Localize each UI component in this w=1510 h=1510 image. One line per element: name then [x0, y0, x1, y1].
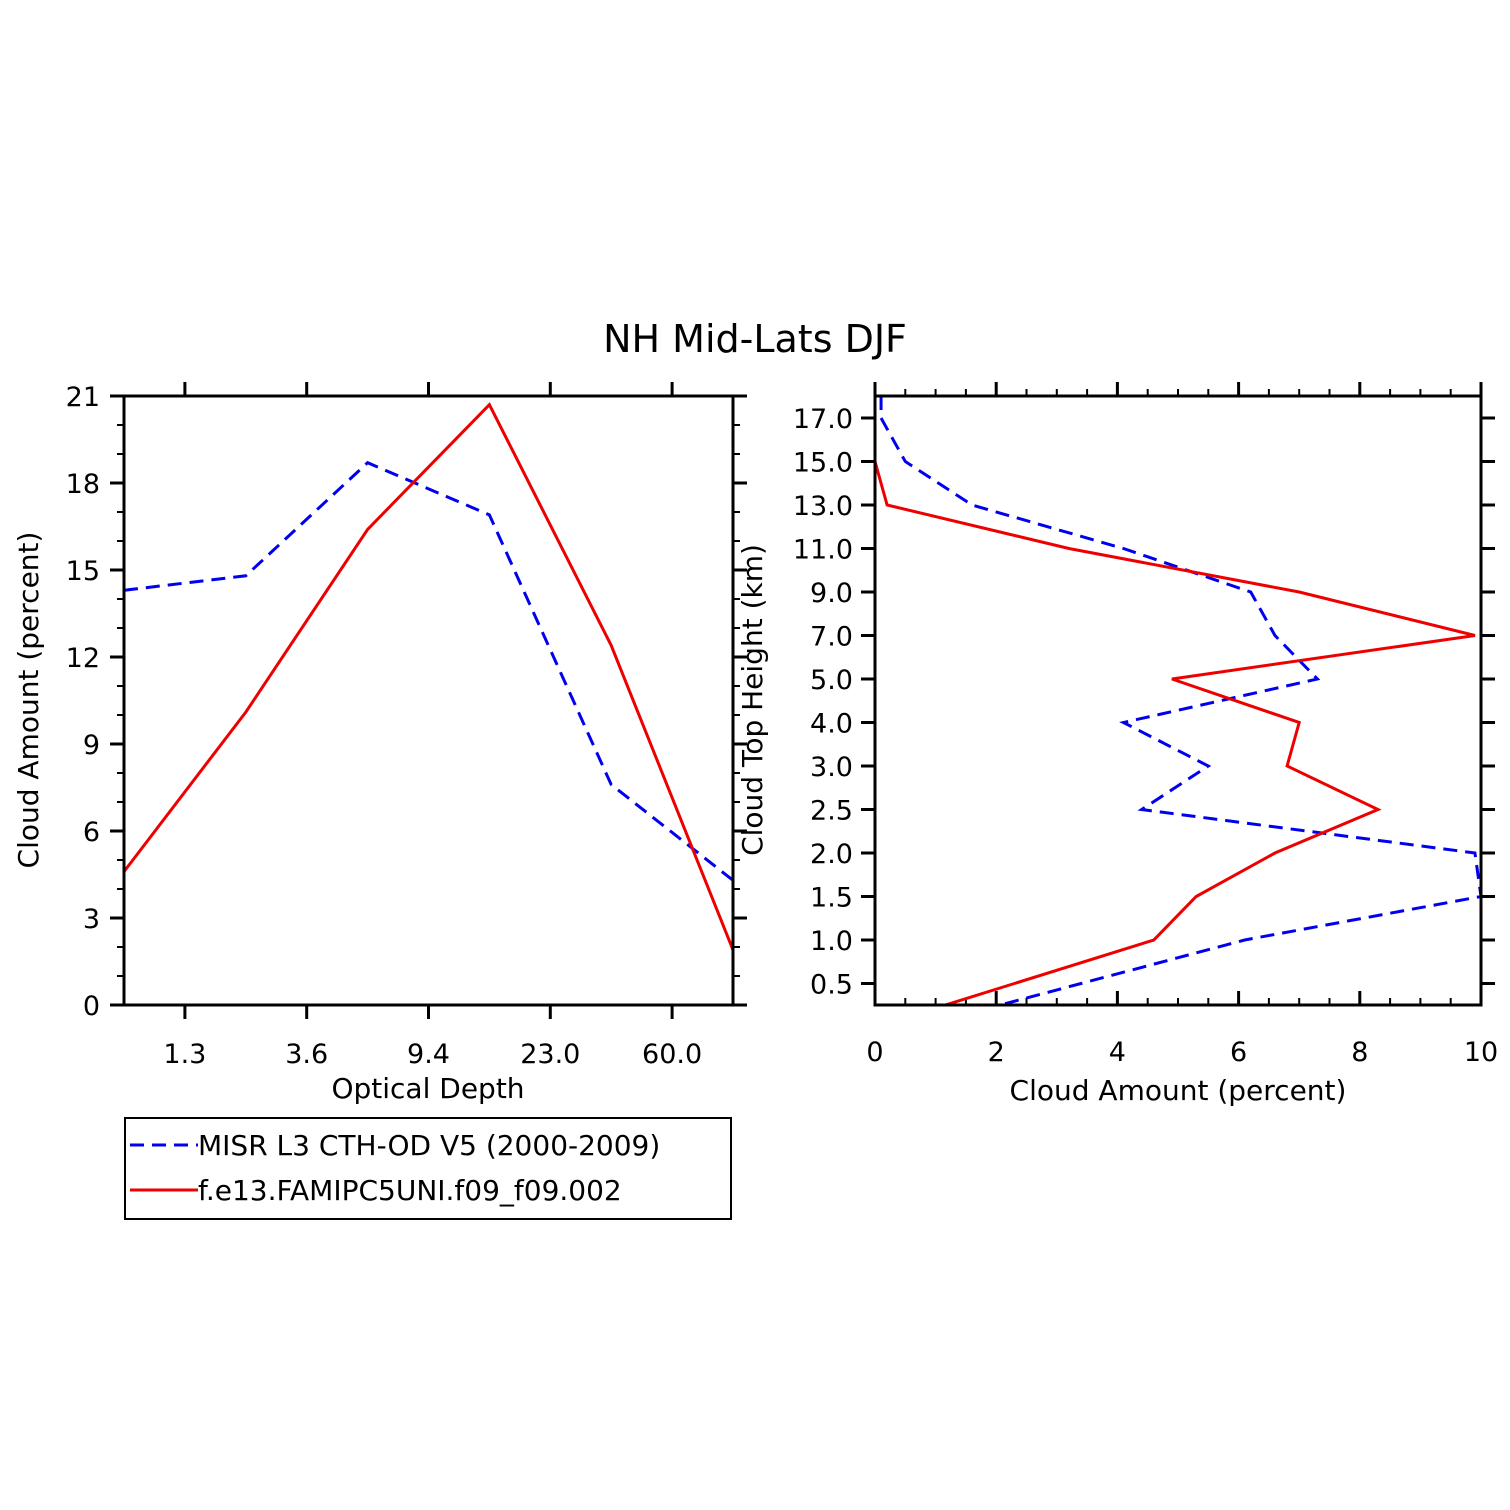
left-panel-series [122, 402, 735, 951]
right-x-tick-label: 10 [1464, 1037, 1498, 1068]
right-x-tick-label: 0 [866, 1037, 883, 1068]
right-y-tick-label: 13.0 [793, 491, 853, 522]
left-y-tick-label: 15 [66, 556, 100, 587]
left-x-tick-label: 1.3 [163, 1039, 206, 1070]
left-y-tick-label: 9 [83, 730, 100, 761]
right-x-tick-label: 8 [1351, 1037, 1368, 1068]
right-series-line-model [875, 396, 1476, 1005]
right-series-line-misr [879, 396, 1481, 1005]
left-y-axis-label: Cloud Amount (percent) [12, 532, 45, 869]
right-y-tick-label: 11.0 [793, 535, 853, 566]
left-y-tick-label: 21 [66, 382, 100, 413]
optical-depth-panel: 0 3 6 9 12 15 18 21 1.3 3.6 9.4 23.0 60.0 Optical De… [12, 382, 747, 1105]
left-x-tick-label: 60.0 [642, 1039, 702, 1070]
right-y-axis-label: Cloud Top Height (km) [736, 544, 769, 856]
right-x-axis-label: Cloud Amount (percent) [1010, 1074, 1347, 1107]
left-x-tick-label: 23.0 [520, 1039, 580, 1070]
right-y-tick-label: 1.0 [810, 926, 853, 957]
left-y-tick-label: 6 [83, 817, 100, 848]
right-y-tick-label: 15.0 [793, 448, 853, 479]
legend-label-misr: MISR L3 CTH-OD V5 (2000-2009) [198, 1129, 660, 1162]
left-x-axis-label: Optical Depth [331, 1072, 524, 1105]
left-series-line-model [122, 402, 735, 951]
right-series-group [875, 396, 1481, 1005]
right-plot-frame [873, 394, 1483, 1007]
right-y-tick-label: 7.0 [810, 622, 853, 653]
right-y-tick-label: 2.0 [810, 839, 853, 870]
left-plot-frame [122, 394, 735, 1007]
right-x-tick-label: 4 [1109, 1037, 1126, 1068]
left-y-tick-label: 18 [66, 469, 100, 500]
right-y-tick-label: 1.5 [810, 883, 853, 914]
legend-label-model: f.e13.FAMIPC5UNI.f09_f09.002 [198, 1174, 622, 1207]
left-x-tick-label: 3.6 [285, 1039, 328, 1070]
right-y-tick-label: 17.0 [793, 404, 853, 435]
legend-box [124, 1117, 732, 1220]
left-series-line-misr [123, 460, 734, 882]
left-panel-ticks: 0 3 6 9 12 15 18 21 1.3 3.6 9.4 23.0 60.0 [66, 382, 747, 1070]
right-x-tick-label: 6 [1230, 1037, 1247, 1068]
right-y-tick-label: 9.0 [810, 578, 853, 609]
figure-title: NH Mid-Lats DJF [603, 317, 907, 361]
right-panel-series [875, 396, 1481, 1005]
right-y-tick-label: 0.5 [810, 970, 853, 1001]
legend: MISR L3 CTH-OD V5 (2000-2009) f.e13.FAMI… [124, 1117, 732, 1220]
right-panel-ticks: 0.5 1.0 1.5 2.0 2.5 3.0 4.0 5.0 7.0 9.0 11.0 13.0 15… [793, 382, 1498, 1068]
right-y-tick-label: 2.5 [810, 796, 853, 827]
right-y-tick-label: 3.0 [810, 752, 853, 783]
cloud-top-height-panel: 0.5 1.0 1.5 2.0 2.5 3.0 4.0 5.0 7.0 9.0 11.0 13.0 15… [736, 382, 1498, 1107]
left-y-tick-label: 3 [83, 904, 100, 935]
right-y-tick-label: 4.0 [810, 709, 853, 740]
right-x-tick-label: 2 [988, 1037, 1005, 1068]
right-y-tick-label: 5.0 [810, 665, 853, 696]
left-x-tick-label: 9.4 [407, 1039, 450, 1070]
left-y-tick-label: 0 [83, 991, 100, 1022]
left-y-tick-label: 12 [66, 643, 100, 674]
